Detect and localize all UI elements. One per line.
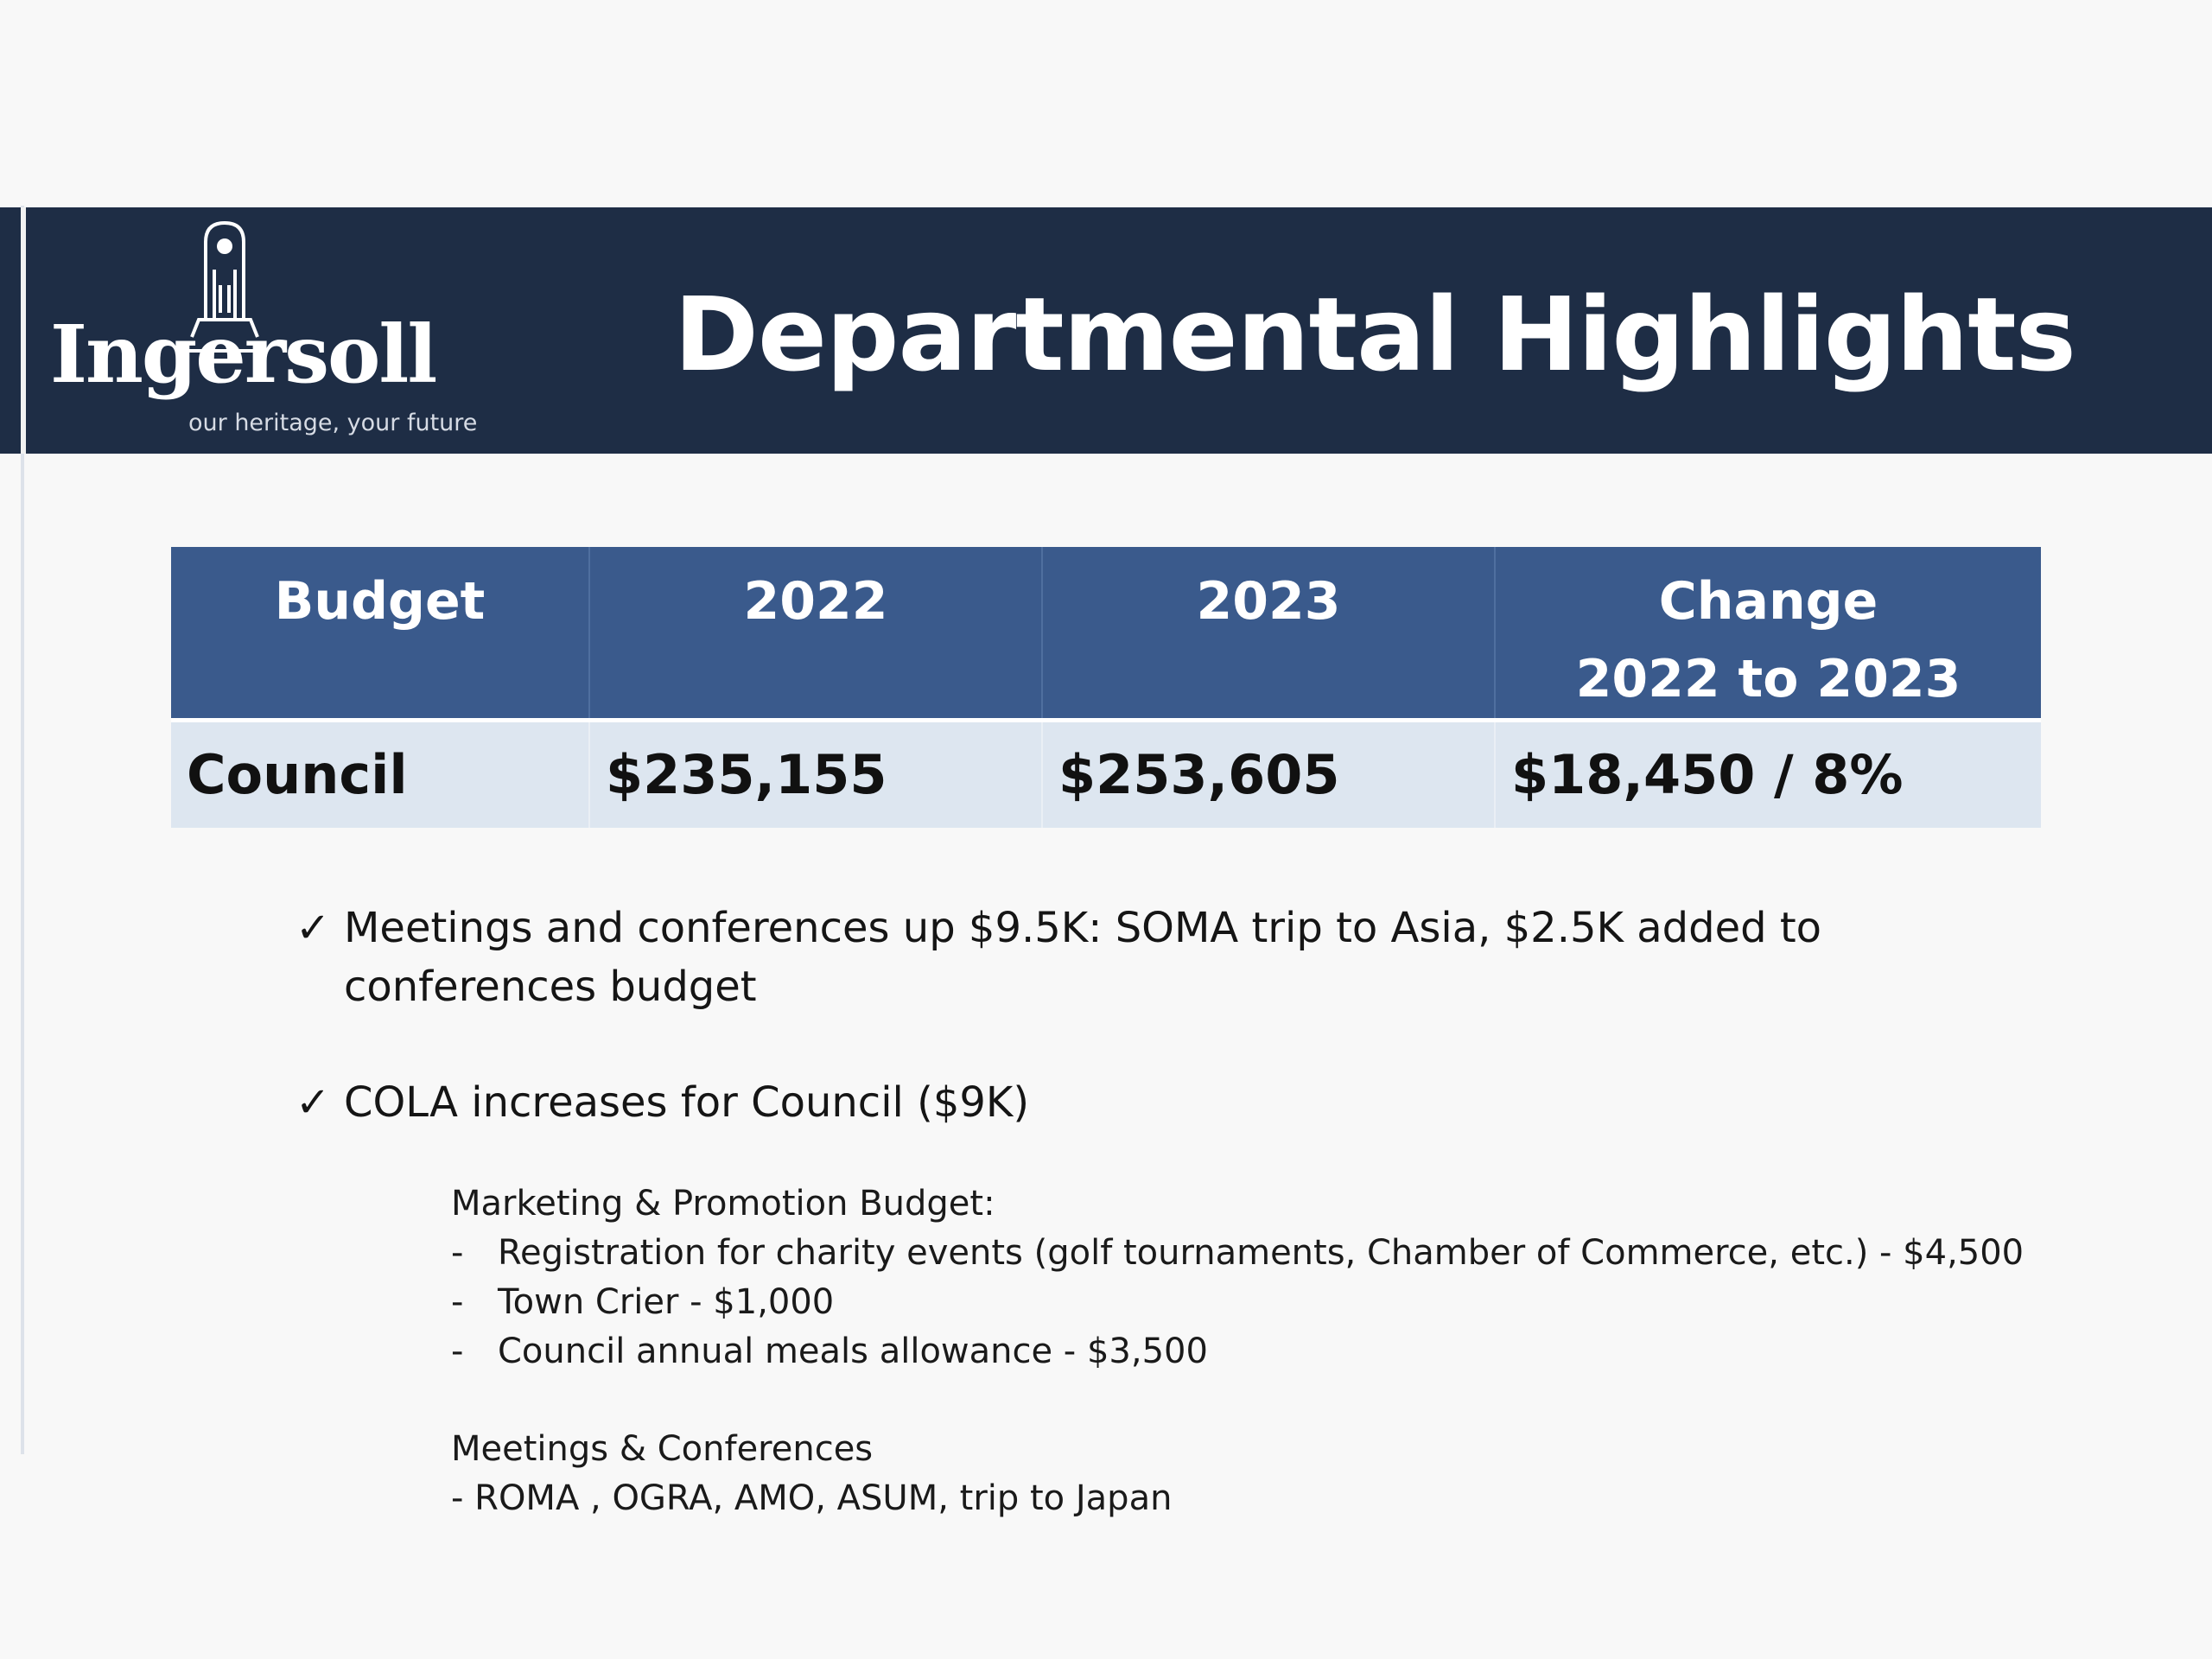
cell-2022-value: $235,155 [589, 720, 1043, 828]
left-rule [21, 206, 24, 1454]
header-budget: Budget [171, 547, 590, 722]
header-change: Change 2022 to 2023 [1495, 547, 2041, 722]
table-row: Council $235,155 $253,605 $18,450 / 8% [171, 720, 2041, 828]
meetings-line: - ROMA , OGRA, AMO, ASUM, trip to Japan [451, 1478, 1173, 1518]
header-2022: 2022 [589, 547, 1043, 722]
budget-table: Budget 2022 2023 Change 2022 to 2023 Cou… [171, 547, 2041, 828]
header-change-line1: Change [1658, 571, 1878, 632]
header-2023: 2023 [1042, 547, 1496, 722]
header-band [0, 207, 2212, 454]
spacer [451, 1376, 2093, 1425]
highlight-bullets: ✓ Meetings and conferences up $9.5K: SOM… [296, 899, 2041, 1132]
list-item: - Council annual meals allowance - $3,50… [451, 1327, 2093, 1376]
clock-tower-icon [181, 220, 268, 353]
dash-marker: - [451, 1282, 464, 1322]
checkmark-icon: ✓ [296, 904, 331, 952]
list-item-text: Town Crier - $1,000 [498, 1282, 835, 1322]
band-edge [21, 207, 26, 454]
meetings-heading: Meetings & Conferences [451, 1429, 874, 1469]
cell-change-value: $18,450 / 8% [1495, 720, 2041, 828]
table-header-row: Budget 2022 2023 Change 2022 to 2023 [171, 547, 2041, 722]
marketing-heading: Marketing & Promotion Budget: [451, 1184, 995, 1224]
dash-marker: - [451, 1332, 464, 1371]
bullet-text: Meetings and conferences up $9.5K: SOMA … [344, 904, 1822, 1011]
page-title: Departmental Highlights [674, 275, 2076, 394]
list-item: - Registration for charity events (golf … [451, 1229, 2093, 1278]
bullet-item: ✓ Meetings and conferences up $9.5K: SOM… [296, 899, 2041, 1016]
list-item-text: Registration for charity events (golf to… [498, 1233, 2024, 1273]
checkmark-icon: ✓ [296, 1078, 331, 1127]
dash-marker: - [451, 1233, 464, 1273]
logo-wordmark: Ingersoll [50, 308, 437, 401]
ingersoll-logo: Ingersoll our heritage, your future [43, 216, 477, 445]
cell-2023-value: $253,605 [1042, 720, 1496, 828]
list-item: - Town Crier - $1,000 [451, 1278, 2093, 1327]
logo-tagline: our heritage, your future [188, 410, 478, 436]
bullet-item: ✓ COLA increases for Council ($9K) [296, 1073, 2041, 1132]
bullet-text: COLA increases for Council ($9K) [344, 1078, 1030, 1127]
cell-department: Council [171, 720, 590, 828]
header-change-line2: 2022 to 2023 [1575, 649, 1961, 709]
list-item-text: Council annual meals allowance - $3,500 [498, 1332, 1208, 1371]
budget-details: Marketing & Promotion Budget: - Registra… [451, 1179, 2093, 1523]
